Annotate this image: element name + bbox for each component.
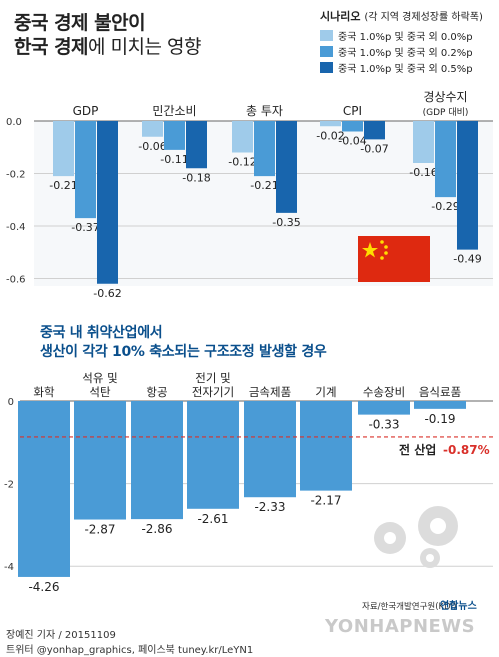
x-category-label: 수송장비 — [363, 385, 405, 399]
data-label: -0.06 — [138, 140, 166, 153]
bar — [97, 121, 118, 284]
legend-title-row: 시나리오 (각 지역 경제성장률 하락폭) — [320, 8, 483, 24]
data-label: -0.16 — [409, 166, 437, 179]
legend-swatch — [320, 45, 333, 57]
y-tick-label: -4 — [4, 562, 14, 573]
title-line-2: 한국 경제에 미치는 영향 — [14, 32, 202, 59]
data-label: -0.37 — [71, 221, 99, 234]
bar — [414, 401, 466, 409]
bar — [18, 401, 70, 577]
source-note: 자료/한국개발연구원(KDI) — [362, 602, 457, 612]
title-line-2-rest: 에 미치는 영향 — [88, 36, 202, 58]
legend-swatch — [320, 29, 333, 41]
bar — [164, 121, 185, 150]
x-category-label: GDP — [73, 104, 99, 118]
y-tick-label: -0.4 — [6, 222, 26, 233]
x-category-label: 전기 및 — [195, 371, 230, 385]
data-label: -0.21 — [250, 179, 278, 192]
data-label: -2.86 — [141, 522, 172, 536]
china-flag-icon — [358, 236, 430, 282]
x-category-label: 석유 및 — [82, 371, 117, 385]
bar — [435, 121, 456, 198]
x-category-label: 음식료품 — [419, 385, 461, 399]
data-label: -0.18 — [182, 171, 210, 184]
bar — [358, 401, 410, 415]
bar — [364, 121, 385, 140]
data-label: -0.35 — [272, 216, 300, 229]
x-category-label: 민간소비 — [152, 104, 196, 118]
legend-title: 시나리오 — [320, 10, 361, 23]
data-label: -2.17 — [310, 494, 341, 508]
bar — [254, 121, 275, 177]
data-label: -2.61 — [197, 512, 228, 526]
bar — [300, 401, 352, 491]
footer-social: 트위터 @yonhap_graphics, 페이스북 tuney.kr/LeYN… — [6, 645, 254, 656]
legend-item-label: 중국 1.0%p 및 중국 외 0.5%p — [338, 63, 473, 75]
data-label: -4.26 — [28, 580, 59, 594]
legend-item: 중국 1.0%p 및 중국 외 0.2%p — [320, 43, 483, 59]
data-label: -0.02 — [316, 129, 344, 142]
data-label: -0.07 — [360, 142, 388, 155]
bar — [413, 121, 434, 163]
y-tick-label: 0 — [8, 397, 14, 408]
x-category-label: 전자기기 — [192, 385, 234, 399]
data-label: -0.29 — [431, 200, 459, 213]
data-label: -0.19 — [424, 412, 455, 426]
x-category-label: 경상수지 — [423, 90, 467, 104]
x-category-label: 석탄 — [89, 385, 111, 399]
watermark: YONHAPNEWS — [325, 616, 476, 637]
bar — [342, 121, 363, 132]
y-tick-label: -2 — [4, 480, 14, 491]
gear-icon — [374, 506, 458, 568]
legend-item: 중국 1.0%p 및 중국 외 0.0%p — [320, 27, 483, 43]
bar — [131, 401, 183, 520]
legend-item-label: 중국 1.0%p 및 중국 외 0.0%p — [338, 31, 473, 43]
data-label: -2.87 — [84, 523, 115, 537]
bar — [53, 121, 74, 177]
data-label: -0.21 — [49, 179, 77, 192]
title-line-1: 중국 경제 불안이 — [14, 12, 146, 34]
y-tick-label: -0.2 — [6, 170, 26, 181]
legend-subtitle: (각 지역 경제성장률 하락폭) — [364, 12, 483, 23]
bar — [457, 121, 478, 250]
x-category-label: CPI — [343, 104, 362, 118]
data-label: -0.62 — [93, 287, 121, 300]
y-tick-label: -0.6 — [6, 275, 26, 286]
data-label: -0.33 — [368, 418, 399, 432]
yonhap-logo: 연합뉴스 — [440, 601, 477, 612]
reference-line-label: 전 산업 — [399, 442, 436, 457]
title-line-2-bold: 한국 경제 — [14, 36, 89, 58]
legend-swatch — [320, 61, 333, 73]
bar — [232, 121, 253, 153]
x-category-label: 화학 — [33, 385, 55, 399]
bar — [74, 401, 126, 520]
legend: 시나리오 (각 지역 경제성장률 하락폭) 중국 1.0%p 및 중국 외 0.… — [320, 8, 483, 75]
reference-line-value: -0.87% — [443, 443, 490, 457]
data-label: -0.49 — [453, 253, 481, 266]
bar — [320, 121, 341, 127]
bar — [186, 121, 207, 169]
data-label: -2.33 — [254, 500, 285, 514]
bar — [75, 121, 96, 219]
x-category-label: 항공 — [146, 385, 167, 399]
x-category-label: 금속제품 — [249, 385, 291, 399]
subtitle-line-1: 중국 내 취약산업에서 — [40, 325, 163, 341]
data-label: -0.11 — [160, 153, 188, 166]
data-label: -0.12 — [228, 156, 256, 169]
footer-byline: 장예진 기자 / 20151109 — [6, 630, 116, 641]
data-label: -0.04 — [338, 135, 366, 148]
bar — [244, 401, 296, 498]
x-category-label: 총 투자 — [246, 104, 283, 118]
legend-item: 중국 1.0%p 및 중국 외 0.5%p — [320, 59, 483, 75]
x-category-label: 기계 — [315, 385, 336, 399]
legend-item-label: 중국 1.0%p 및 중국 외 0.2%p — [338, 47, 473, 59]
y-tick-label: 0.0 — [6, 117, 22, 128]
bar — [276, 121, 297, 213]
bar — [142, 121, 163, 137]
x-category-sublabel: (GDP 대비) — [423, 107, 469, 118]
bar — [187, 401, 239, 509]
subtitle-line-2: 생산이 각각 10% 축소되는 구조조정 발생할 경우 — [40, 344, 327, 360]
